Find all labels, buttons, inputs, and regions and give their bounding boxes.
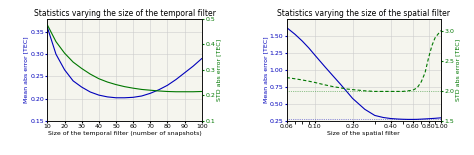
X-axis label: Size of the temporal filter (number of snapshots): Size of the temporal filter (number of s… xyxy=(48,131,201,136)
Y-axis label: STD abs error [TEC]: STD abs error [TEC] xyxy=(456,39,461,101)
Y-axis label: Mean abs error [TEC]: Mean abs error [TEC] xyxy=(263,36,268,103)
Title: Statistics varying the size of the temporal filter: Statistics varying the size of the tempo… xyxy=(34,9,216,18)
X-axis label: Size of the spatial filter: Size of the spatial filter xyxy=(328,131,400,136)
Title: Statistics varying the size of the spatial filter: Statistics varying the size of the spati… xyxy=(277,9,450,18)
Y-axis label: STD abs error [TEC]: STD abs error [TEC] xyxy=(217,39,221,101)
Y-axis label: Mean abs error [TEC]: Mean abs error [TEC] xyxy=(24,36,29,103)
